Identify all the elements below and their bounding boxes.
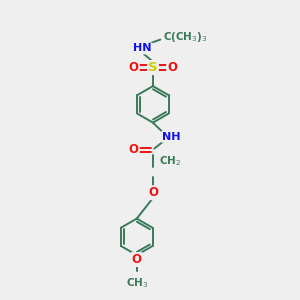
- Text: O: O: [167, 61, 177, 74]
- Text: O: O: [148, 186, 158, 199]
- Text: CH$_2$: CH$_2$: [159, 154, 182, 168]
- Text: O: O: [129, 143, 139, 157]
- Text: O: O: [132, 253, 142, 266]
- Text: O: O: [129, 61, 139, 74]
- Text: S: S: [148, 61, 158, 74]
- Text: HN: HN: [134, 44, 152, 53]
- Text: NH: NH: [162, 132, 181, 142]
- Text: C(CH$_3$)$_3$: C(CH$_3$)$_3$: [163, 30, 208, 44]
- Text: CH$_3$: CH$_3$: [125, 276, 148, 290]
